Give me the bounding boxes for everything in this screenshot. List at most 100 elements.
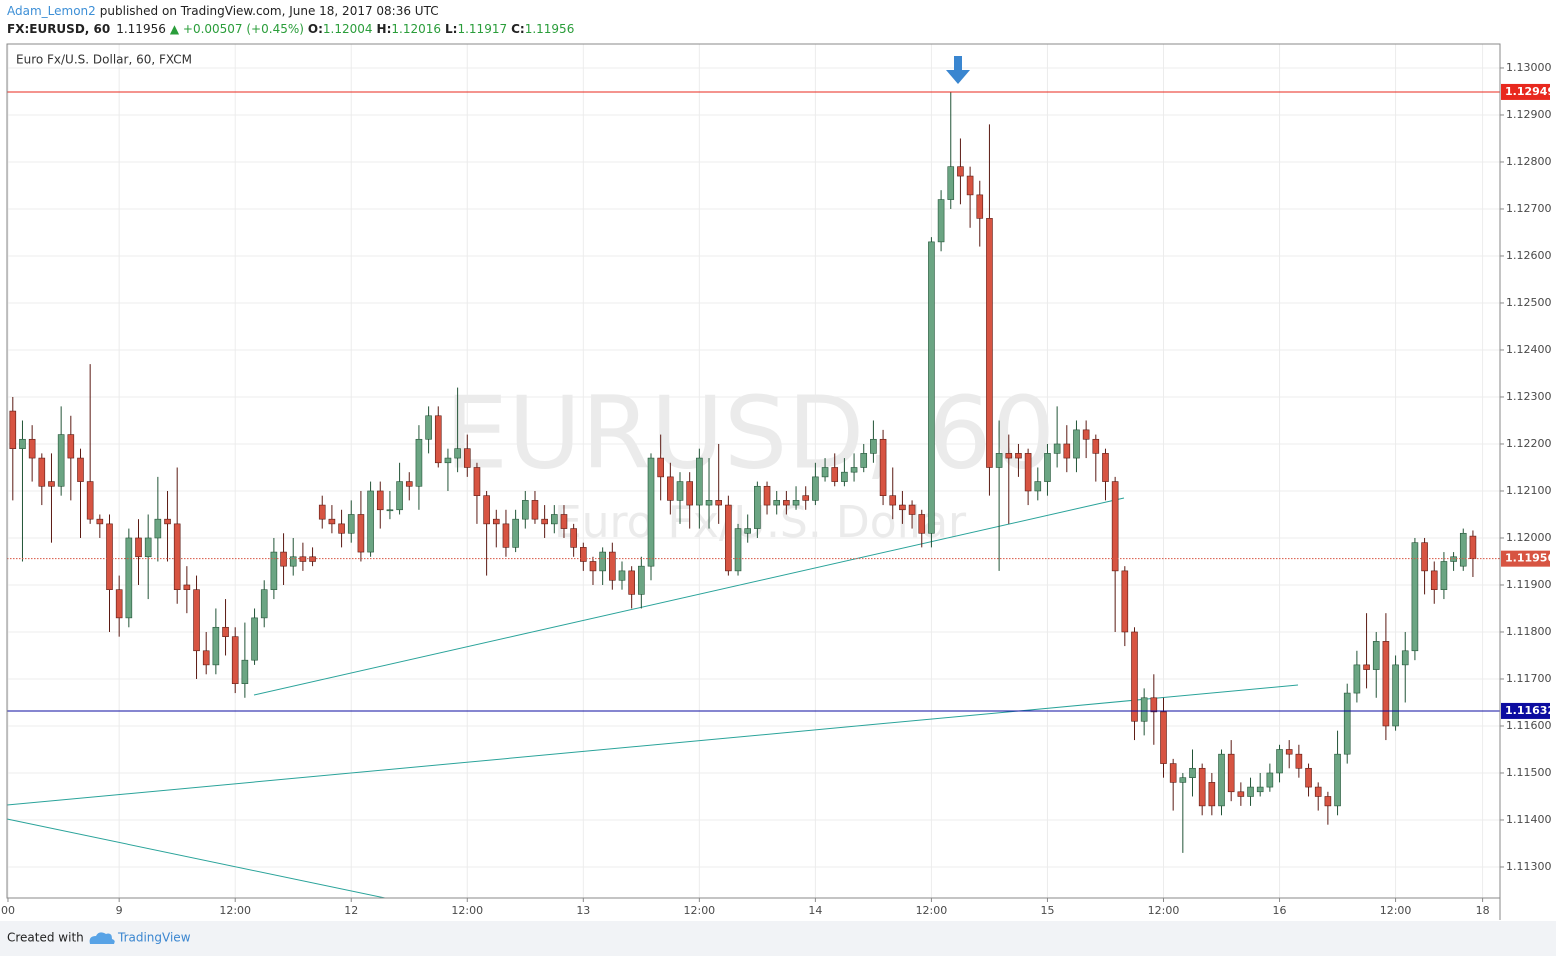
candle-body <box>154 518 162 539</box>
candle-body <box>144 537 152 558</box>
author[interactable]: Adam_Lemon2 <box>7 4 96 18</box>
y-tick-label: 1.11600 <box>1506 719 1552 732</box>
candle-body <box>609 551 616 581</box>
candle-body <box>1005 453 1013 459</box>
candle-body <box>1314 786 1322 797</box>
candle-body <box>1285 749 1293 755</box>
candle-body <box>1237 791 1245 797</box>
candle-body <box>473 467 481 496</box>
candle-body <box>744 528 751 534</box>
trend-line[interactable] <box>253 497 1125 696</box>
last-price: 1.11956 <box>116 22 166 36</box>
candle-body <box>1343 692 1351 755</box>
candle-body <box>1459 532 1467 567</box>
trend-line[interactable] <box>6 684 1299 806</box>
footer-created: Created with <box>7 931 84 945</box>
x-tick-label: 16 <box>1273 904 1287 917</box>
candle-body <box>928 241 935 534</box>
candle-body <box>995 453 1003 468</box>
candle-body <box>444 457 452 464</box>
price-label: 1.12949 <box>1505 85 1555 98</box>
candle-body <box>183 584 191 590</box>
symbol: FX:EURUSD, 60 <box>7 22 110 36</box>
candle-body <box>589 561 597 572</box>
candle-body <box>115 589 123 619</box>
candle-body <box>1305 767 1312 788</box>
candle-body <box>405 481 413 487</box>
candle-body <box>1247 786 1254 797</box>
candle-body <box>725 504 732 572</box>
candle-body <box>347 514 355 534</box>
candle-body <box>734 528 742 572</box>
candle-body <box>1353 664 1361 694</box>
x-tick-label: 12:00 <box>451 904 483 917</box>
ohlc-value: 1.11956 <box>525 22 575 36</box>
candle-body <box>57 434 65 487</box>
x-tick-label: 15 <box>1040 904 1054 917</box>
candle-body <box>1092 438 1100 454</box>
candle-body <box>512 518 519 548</box>
candle-body <box>86 481 94 520</box>
candle-body <box>309 556 316 562</box>
candle-body <box>454 448 461 459</box>
candle-body <box>1121 570 1129 633</box>
watermark: EURUSD, 60 <box>445 374 1055 491</box>
candle-body <box>231 636 239 684</box>
candle-body <box>628 570 635 595</box>
candle-body <box>715 500 722 506</box>
candle-body <box>96 518 104 525</box>
price-label: 1.11632 <box>1505 704 1555 717</box>
candle-body <box>376 490 384 511</box>
candle-body <box>667 476 674 501</box>
candle-body <box>77 457 84 482</box>
candle-body <box>289 556 297 567</box>
candle-body <box>106 523 113 590</box>
candle-body <box>686 481 693 506</box>
candle-body <box>560 514 568 529</box>
candle-body <box>1401 650 1409 666</box>
candle-body <box>1024 453 1032 492</box>
candle-body <box>541 518 548 525</box>
candle-body <box>1421 542 1428 572</box>
candle-body <box>67 434 75 459</box>
candle-body <box>386 509 394 512</box>
candle-body <box>1372 641 1380 670</box>
y-tick-label: 1.12700 <box>1506 202 1552 215</box>
publish-line: Adam_Lemon2 published on TradingView.com,… <box>7 4 439 18</box>
candle-body <box>1150 697 1158 713</box>
y-tick-label: 1.11300 <box>1506 860 1552 873</box>
candle-body <box>957 166 964 177</box>
y-tick-label: 1.11800 <box>1506 625 1552 638</box>
arrow-marker[interactable] <box>946 56 970 84</box>
candle-body <box>1063 443 1071 459</box>
y-tick-label: 1.12200 <box>1506 437 1552 450</box>
x-tick-label: 12:00 <box>1380 904 1412 917</box>
candle-body <box>502 523 510 548</box>
candle-body <box>260 589 268 619</box>
footer-brand[interactable]: TradingView <box>117 931 191 945</box>
x-tick-label: 12 <box>344 904 358 917</box>
candle-body <box>783 500 790 506</box>
ohlc-label: C: <box>511 22 525 36</box>
candle-body <box>821 467 829 478</box>
candle-body <box>135 537 142 558</box>
candle-body <box>19 438 26 449</box>
candle-body <box>570 528 577 548</box>
candle-body <box>947 166 955 200</box>
change: ▲ +0.00507 (+0.45%) <box>170 22 304 36</box>
footer-bar <box>0 921 1556 956</box>
candle-body <box>483 495 490 525</box>
brand-logo[interactable] <box>89 932 115 944</box>
y-tick-label: 1.11900 <box>1506 578 1552 591</box>
candle-body <box>1266 772 1274 788</box>
candle-body <box>986 218 993 468</box>
candle-body <box>812 476 819 501</box>
candle-body <box>899 504 906 511</box>
candle-body <box>1227 753 1235 793</box>
candle-body <box>696 457 703 506</box>
y-tick-label: 1.11500 <box>1506 766 1552 779</box>
candle-body <box>754 485 761 529</box>
trend-line[interactable] <box>6 818 386 899</box>
